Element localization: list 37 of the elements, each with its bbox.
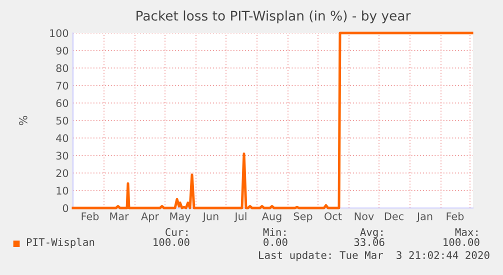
x-tick-label: Aug: [262, 212, 282, 222]
y-tick-label: 40: [56, 134, 68, 142]
y-tick-label: 100: [50, 29, 68, 38]
y-tick-label: 50: [56, 116, 68, 125]
x-tick-label: Jul: [234, 212, 246, 222]
y-tick-label: 20: [56, 169, 68, 178]
x-tick-label: Oct: [324, 212, 342, 220]
y-tick-label: 30: [56, 152, 68, 160]
x-tick-label: Feb: [82, 212, 99, 220]
x-tick-label: Jan: [416, 212, 432, 222]
x-tick-label: Dec: [384, 212, 404, 220]
y-axis-title: %: [18, 116, 28, 126]
text: Avg:: [360, 228, 382, 238]
text: 0.00: [264, 238, 288, 246]
y-tick-label: 60: [56, 99, 68, 108]
x-tick-label: Jun: [202, 212, 218, 222]
text: 100.00: [154, 238, 190, 246]
text: 33.06: [354, 238, 384, 246]
x-tick-label: Mar: [110, 212, 129, 220]
y-tick-label: 70: [56, 82, 68, 90]
chart-title: Packet loss to PIT-Wisplan (in %) - by year: [136, 10, 411, 24]
text: Cur:: [166, 228, 188, 236]
legend-label: PIT-Wisplan: [27, 238, 94, 248]
x-tick-label: Sep: [294, 212, 312, 222]
y-tick-label: 80: [56, 64, 68, 72]
y-tick-label: 0: [62, 204, 68, 212]
x-tick-label: May: [170, 212, 190, 222]
text: Max:: [455, 228, 478, 236]
text: Min:: [263, 228, 286, 236]
text: Last update: Tue Mar 3 21:02:44 2020: [259, 250, 490, 262]
line-series: [72, 32, 474, 210]
y-tick-label: 10: [56, 186, 68, 195]
text: 100.00: [444, 238, 480, 246]
x-tick-label: Feb: [446, 212, 464, 220]
x-tick-label: Nov: [354, 212, 374, 220]
x-tick-label: Apr: [141, 212, 160, 222]
y-tick-label: 90: [56, 46, 68, 55]
